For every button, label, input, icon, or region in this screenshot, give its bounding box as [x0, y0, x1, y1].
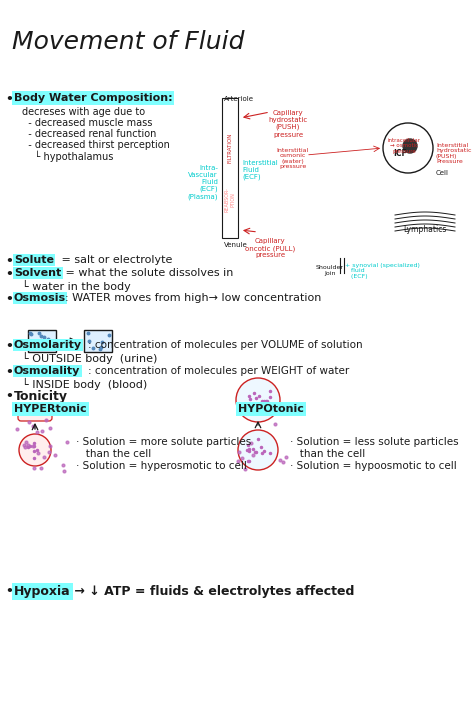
Text: · Solution = less solute particles: · Solution = less solute particles: [290, 437, 459, 447]
Text: intracellular
→ osmotic
pressure: intracellular → osmotic pressure: [388, 138, 420, 154]
Text: └ INSIDE body  (blood): └ INSIDE body (blood): [22, 378, 147, 390]
Text: than the cell: than the cell: [290, 449, 365, 459]
FancyBboxPatch shape: [84, 330, 112, 352]
Text: Osmolality: Osmolality: [14, 366, 81, 376]
Text: └ hypothalamus: └ hypothalamus: [22, 151, 113, 162]
Text: Body Water Composition:: Body Water Composition:: [14, 93, 173, 103]
Circle shape: [383, 123, 433, 173]
Text: Solvent: Solvent: [14, 268, 61, 278]
Bar: [222, 98, 238, 238]
Text: •: •: [5, 293, 13, 306]
Text: - decreased muscle mass: - decreased muscle mass: [22, 118, 152, 128]
Text: = what the solute dissolves in: = what the solute dissolves in: [62, 268, 233, 278]
Text: └ OUTSIDE body  (urine): └ OUTSIDE body (urine): [22, 352, 157, 364]
Text: Solute: Solute: [14, 255, 54, 265]
Text: Shoulder
Join: Shoulder Join: [316, 265, 344, 276]
Text: •: •: [5, 268, 13, 281]
Text: •: •: [5, 585, 13, 598]
Text: •: •: [5, 340, 13, 353]
Circle shape: [403, 139, 417, 153]
Text: : WATER moves from high→ low concentration: : WATER moves from high→ low concentrati…: [65, 293, 321, 303]
Text: Hypoxia: Hypoxia: [14, 585, 71, 598]
Text: Movement of Fluid: Movement of Fluid: [12, 30, 245, 54]
Text: •: •: [5, 255, 13, 268]
Text: Tonicity: Tonicity: [14, 390, 68, 403]
Circle shape: [236, 378, 280, 422]
Text: Interstitial
osmonic
(water)
pressure: Interstitial osmonic (water) pressure: [277, 148, 309, 169]
Text: Osmolarity: Osmolarity: [14, 340, 82, 350]
Text: → ↓ ATP = fluids & electrolytes affected: → ↓ ATP = fluids & electrolytes affected: [70, 585, 355, 598]
Text: Interstitial
hydrostatic
(PUSH)
Pressure: Interstitial hydrostatic (PUSH) Pressure: [436, 143, 472, 164]
Text: - decreased thirst perception: - decreased thirst perception: [22, 140, 170, 150]
Text: Osmosis: Osmosis: [14, 293, 66, 303]
Text: Arteriole: Arteriole: [224, 96, 254, 102]
Text: Lymphatics: Lymphatics: [403, 225, 447, 234]
Text: Venule: Venule: [224, 242, 248, 248]
Text: than the cell: than the cell: [76, 449, 151, 459]
Text: : concentration of molecules per VOLUME of solution: : concentration of molecules per VOLUME …: [88, 340, 363, 350]
Text: ICF: ICF: [393, 149, 407, 158]
Text: Cell: Cell: [436, 170, 449, 176]
Text: · Solution = more solute particles: · Solution = more solute particles: [76, 437, 251, 447]
Text: + synovial (specialized)
   fluid
   (ECF): + synovial (specialized) fluid (ECF): [345, 263, 420, 279]
Text: - decreased renal function: - decreased renal function: [22, 129, 156, 139]
Text: REABSOR-
PTION: REABSOR- PTION: [225, 188, 236, 213]
Text: Intra-
Vascular
Fluid
(ECF)
(Plasma): Intra- Vascular Fluid (ECF) (Plasma): [188, 165, 218, 200]
Circle shape: [19, 434, 51, 466]
Text: decreses with age due to: decreses with age due to: [22, 107, 145, 117]
Text: └ water in the body: └ water in the body: [22, 280, 131, 292]
Text: Capillary
hydrostatic
(PUSH)
pressure: Capillary hydrostatic (PUSH) pressure: [268, 110, 308, 137]
Text: •: •: [5, 390, 13, 403]
FancyBboxPatch shape: [18, 403, 52, 421]
Text: HYPERtonic: HYPERtonic: [14, 404, 87, 414]
Text: •: •: [5, 366, 13, 379]
Circle shape: [238, 430, 278, 470]
Text: Interstitial
Fluid
(ECF): Interstitial Fluid (ECF): [242, 160, 278, 181]
Text: •: •: [5, 93, 13, 106]
FancyBboxPatch shape: [28, 330, 56, 352]
Text: = salt or electrolyte: = salt or electrolyte: [58, 255, 173, 265]
Text: · Solution = hypoosmotic to cell: · Solution = hypoosmotic to cell: [290, 461, 457, 471]
Text: : concentration of molecules per WEIGHT of water: : concentration of molecules per WEIGHT …: [88, 366, 349, 376]
Text: Capillary
oncotic (PULL)
pressure: Capillary oncotic (PULL) pressure: [245, 238, 295, 259]
Text: · Solution = hyperosmotic to cell: · Solution = hyperosmotic to cell: [76, 461, 247, 471]
Text: HYPOtonic: HYPOtonic: [238, 404, 304, 414]
Text: FILTRATION: FILTRATION: [228, 133, 233, 164]
